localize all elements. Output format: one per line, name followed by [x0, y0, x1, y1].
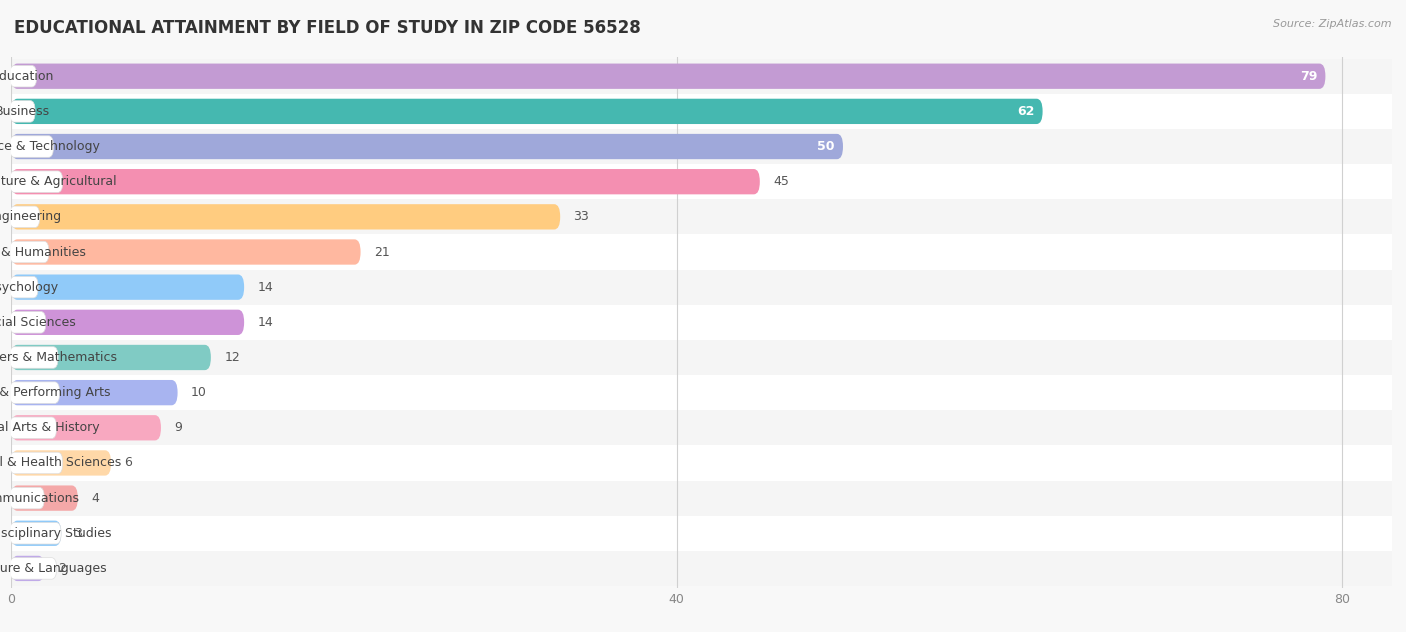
Text: EDUCATIONAL ATTAINMENT BY FIELD OF STUDY IN ZIP CODE 56528: EDUCATIONAL ATTAINMENT BY FIELD OF STUDY…: [14, 19, 641, 37]
FancyBboxPatch shape: [11, 169, 759, 195]
Text: Psychology: Psychology: [0, 281, 59, 294]
FancyBboxPatch shape: [11, 234, 1392, 270]
FancyBboxPatch shape: [11, 345, 211, 370]
Text: 33: 33: [574, 210, 589, 223]
FancyBboxPatch shape: [10, 487, 45, 509]
Text: 4: 4: [91, 492, 98, 504]
FancyBboxPatch shape: [10, 347, 58, 368]
Text: 2: 2: [58, 562, 66, 575]
FancyBboxPatch shape: [10, 66, 37, 87]
FancyBboxPatch shape: [11, 551, 1392, 586]
FancyBboxPatch shape: [11, 340, 1392, 375]
Text: 9: 9: [174, 422, 183, 434]
FancyBboxPatch shape: [11, 94, 1392, 129]
FancyBboxPatch shape: [11, 375, 1392, 410]
FancyBboxPatch shape: [11, 516, 1392, 551]
FancyBboxPatch shape: [10, 523, 60, 544]
FancyBboxPatch shape: [11, 59, 1392, 94]
Text: Liberal Arts & History: Liberal Arts & History: [0, 422, 100, 434]
FancyBboxPatch shape: [11, 270, 1392, 305]
Text: Visual & Performing Arts: Visual & Performing Arts: [0, 386, 111, 399]
FancyBboxPatch shape: [10, 206, 39, 228]
FancyBboxPatch shape: [11, 485, 77, 511]
Text: Engineering: Engineering: [0, 210, 62, 223]
Text: 3: 3: [75, 526, 83, 540]
FancyBboxPatch shape: [10, 452, 63, 474]
FancyBboxPatch shape: [11, 521, 60, 546]
FancyBboxPatch shape: [10, 312, 46, 333]
FancyBboxPatch shape: [11, 310, 245, 335]
Text: 14: 14: [257, 281, 273, 294]
Text: Source: ZipAtlas.com: Source: ZipAtlas.com: [1274, 19, 1392, 29]
Text: 6: 6: [124, 456, 132, 470]
Text: Physical & Health Sciences: Physical & Health Sciences: [0, 456, 121, 470]
FancyBboxPatch shape: [11, 164, 1392, 199]
Text: Education: Education: [0, 70, 55, 83]
Text: Literature & Languages: Literature & Languages: [0, 562, 107, 575]
FancyBboxPatch shape: [10, 171, 63, 193]
FancyBboxPatch shape: [11, 380, 177, 405]
Text: 50: 50: [817, 140, 835, 153]
FancyBboxPatch shape: [10, 417, 56, 439]
FancyBboxPatch shape: [11, 410, 1392, 446]
FancyBboxPatch shape: [10, 241, 49, 263]
Text: Arts & Humanities: Arts & Humanities: [0, 245, 86, 258]
Text: 10: 10: [191, 386, 207, 399]
Text: Science & Technology: Science & Technology: [0, 140, 100, 153]
FancyBboxPatch shape: [11, 480, 1392, 516]
FancyBboxPatch shape: [11, 446, 1392, 480]
FancyBboxPatch shape: [10, 136, 53, 157]
FancyBboxPatch shape: [11, 240, 360, 265]
Text: Business: Business: [0, 105, 51, 118]
Text: 79: 79: [1299, 70, 1317, 83]
FancyBboxPatch shape: [10, 557, 56, 579]
Text: Multidisciplinary Studies: Multidisciplinary Studies: [0, 526, 111, 540]
FancyBboxPatch shape: [11, 556, 45, 581]
FancyBboxPatch shape: [11, 129, 1392, 164]
Text: 45: 45: [773, 175, 789, 188]
Text: 62: 62: [1017, 105, 1035, 118]
FancyBboxPatch shape: [11, 204, 560, 229]
FancyBboxPatch shape: [11, 64, 1326, 89]
Text: Bio, Nature & Agricultural: Bio, Nature & Agricultural: [0, 175, 117, 188]
FancyBboxPatch shape: [11, 99, 1043, 124]
FancyBboxPatch shape: [11, 199, 1392, 234]
Text: Social Sciences: Social Sciences: [0, 316, 76, 329]
Text: Computers & Mathematics: Computers & Mathematics: [0, 351, 117, 364]
Text: 14: 14: [257, 316, 273, 329]
Text: 21: 21: [374, 245, 389, 258]
FancyBboxPatch shape: [10, 100, 35, 122]
FancyBboxPatch shape: [10, 382, 59, 403]
Text: 12: 12: [224, 351, 240, 364]
FancyBboxPatch shape: [11, 450, 111, 476]
FancyBboxPatch shape: [10, 276, 38, 298]
FancyBboxPatch shape: [11, 134, 844, 159]
FancyBboxPatch shape: [11, 305, 1392, 340]
FancyBboxPatch shape: [11, 274, 245, 300]
FancyBboxPatch shape: [11, 415, 160, 441]
Text: Communications: Communications: [0, 492, 80, 504]
